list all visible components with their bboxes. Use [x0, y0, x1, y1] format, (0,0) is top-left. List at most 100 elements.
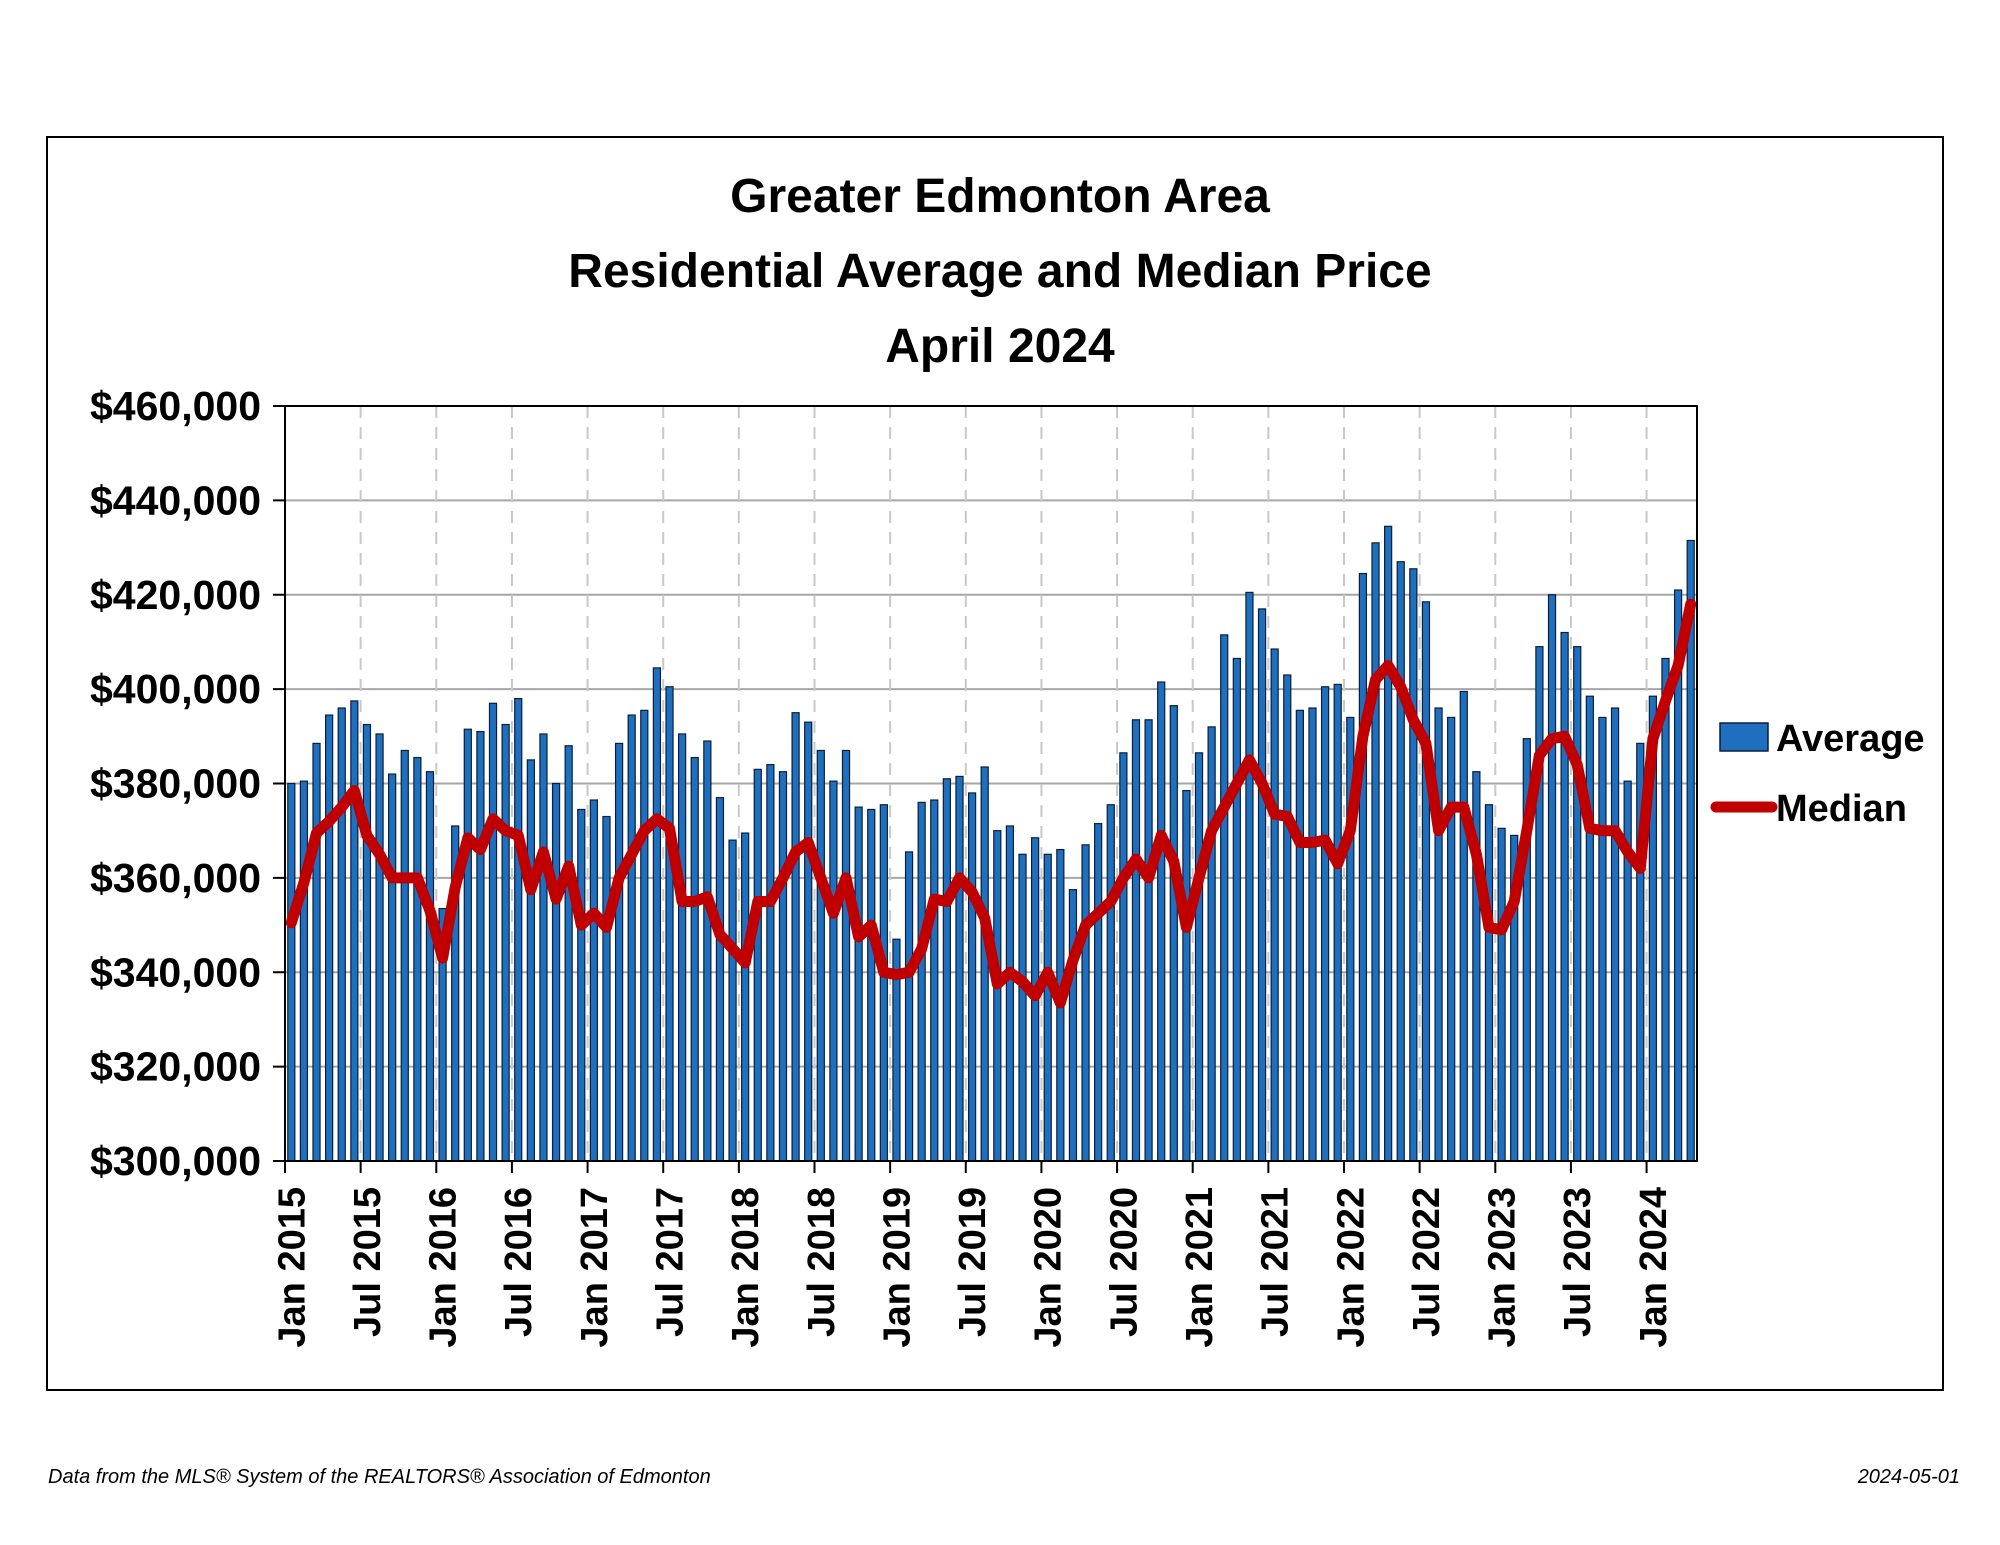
average-bar — [1295, 709, 1305, 1162]
x-tick-label: Jul 2023 — [1557, 1187, 1599, 1337]
average-bar — [413, 756, 422, 1162]
average-bar — [1573, 646, 1582, 1162]
x-tick-label: Jul 2020 — [1103, 1187, 1145, 1337]
average-bar — [980, 766, 989, 1162]
x-tick-label: Jan 2020 — [1028, 1187, 1070, 1348]
report-date: 2024-05-01 — [1857, 1466, 1960, 1488]
y-tick-label: $380,000 — [90, 761, 261, 807]
x-tick-label: Jul 2021 — [1255, 1187, 1297, 1337]
x-tick-label: Jan 2024 — [1633, 1187, 1675, 1348]
median-line — [285, 598, 1697, 1009]
average-bar — [677, 733, 687, 1162]
average-bar — [375, 733, 384, 1162]
y-tick-label: $300,000 — [90, 1138, 261, 1184]
average-bar — [1106, 804, 1115, 1162]
average-bar — [425, 771, 435, 1162]
average-bar — [1320, 686, 1330, 1162]
x-axis: Jan 2015 Jul 2015 Jan 2016 Jul 2016 Jan 2017… — [271, 1161, 1675, 1348]
average-bar — [1497, 827, 1506, 1162]
average-bar — [551, 782, 561, 1162]
average-bar — [942, 778, 952, 1162]
x-tick-label: Jan 2017 — [574, 1187, 616, 1348]
average-bar — [778, 771, 788, 1162]
average-bar — [816, 749, 825, 1162]
x-tick-label: Jan 2016 — [423, 1187, 465, 1348]
average-bar — [1005, 825, 1015, 1162]
average-bar — [955, 775, 964, 1162]
average-bar — [526, 759, 535, 1162]
chart-title-line-2: Residential Average and Median Price — [568, 245, 1431, 298]
average-bar — [1383, 525, 1393, 1162]
y-tick-label: $460,000 — [90, 383, 261, 429]
legend: Average Median — [1710, 718, 1925, 830]
average-bar — [1270, 648, 1279, 1162]
average-bar — [589, 799, 599, 1162]
average-bar — [1157, 681, 1166, 1162]
average-bar — [1220, 634, 1229, 1162]
x-tick-label: Jan 2022 — [1330, 1187, 1372, 1348]
average-bar — [741, 832, 750, 1162]
average-bar — [1459, 690, 1468, 1162]
average-bar — [841, 749, 851, 1162]
average-bar — [791, 712, 800, 1162]
average-bar — [1396, 561, 1405, 1162]
average-bar — [804, 721, 813, 1162]
average-bar — [715, 797, 725, 1162]
average-bar — [312, 742, 321, 1162]
average-bar — [1421, 601, 1431, 1162]
average-bar — [917, 801, 926, 1162]
x-tick-label: Jan 2023 — [1482, 1187, 1524, 1348]
average-bar — [1182, 789, 1191, 1162]
average-bar — [1484, 804, 1494, 1162]
y-tick-label: $440,000 — [90, 477, 261, 523]
average-bar — [488, 702, 498, 1162]
average-bar — [728, 839, 737, 1162]
average-bar — [350, 700, 359, 1162]
average-bar — [753, 768, 762, 1162]
legend-median-label: Median — [1776, 788, 1907, 830]
average-bar — [879, 804, 888, 1162]
average-bar — [564, 745, 573, 1162]
chart-title: Greater Edmonton Area Residential Average… — [568, 170, 1431, 373]
x-tick-label: Jan 2019 — [876, 1187, 918, 1348]
average-bar — [1308, 707, 1317, 1162]
average-bar — [1560, 631, 1569, 1162]
average-bar — [904, 851, 914, 1162]
average-bar — [854, 806, 863, 1162]
average-bar — [400, 749, 409, 1162]
x-tick-label: Jan 2015 — [271, 1187, 313, 1348]
average-bar — [614, 742, 624, 1162]
x-tick-label: Jan 2021 — [1179, 1187, 1221, 1348]
average-bar — [1207, 726, 1216, 1162]
average-bar — [867, 808, 876, 1162]
average-bar — [299, 780, 309, 1162]
x-tick-label: Jan 2018 — [725, 1187, 767, 1348]
x-tick-label: Jul 2015 — [347, 1187, 389, 1337]
average-bar — [1043, 853, 1052, 1162]
y-tick-label: $360,000 — [90, 855, 261, 901]
average-bar — [324, 714, 334, 1162]
x-tick-label: Jul 2017 — [650, 1187, 692, 1337]
average-bar — [1598, 716, 1607, 1162]
data-source-note: Data from the MLS® System of the REALTOR… — [48, 1466, 711, 1488]
average-bar — [1068, 889, 1078, 1162]
y-axis: $460,000 $440,000 $420,000 $400,000 $380,000… — [90, 383, 285, 1184]
average-bar — [1018, 853, 1027, 1162]
average-bar — [602, 815, 611, 1162]
average-bar — [967, 792, 977, 1162]
average-bar — [1371, 542, 1380, 1162]
average-bar — [665, 686, 674, 1162]
average-bar — [703, 740, 712, 1162]
average-bar — [930, 799, 939, 1162]
average-bar — [627, 714, 636, 1162]
average-bar — [766, 764, 775, 1162]
x-tick-label: Jul 2018 — [801, 1187, 843, 1337]
average-bar — [1547, 594, 1557, 1162]
average-bar — [640, 709, 649, 1162]
legend-average-label: Average — [1776, 718, 1925, 760]
average-bar — [1585, 695, 1594, 1162]
legend-average-swatch — [1719, 722, 1769, 752]
average-bar — [501, 723, 510, 1162]
average-bar — [1358, 572, 1368, 1162]
